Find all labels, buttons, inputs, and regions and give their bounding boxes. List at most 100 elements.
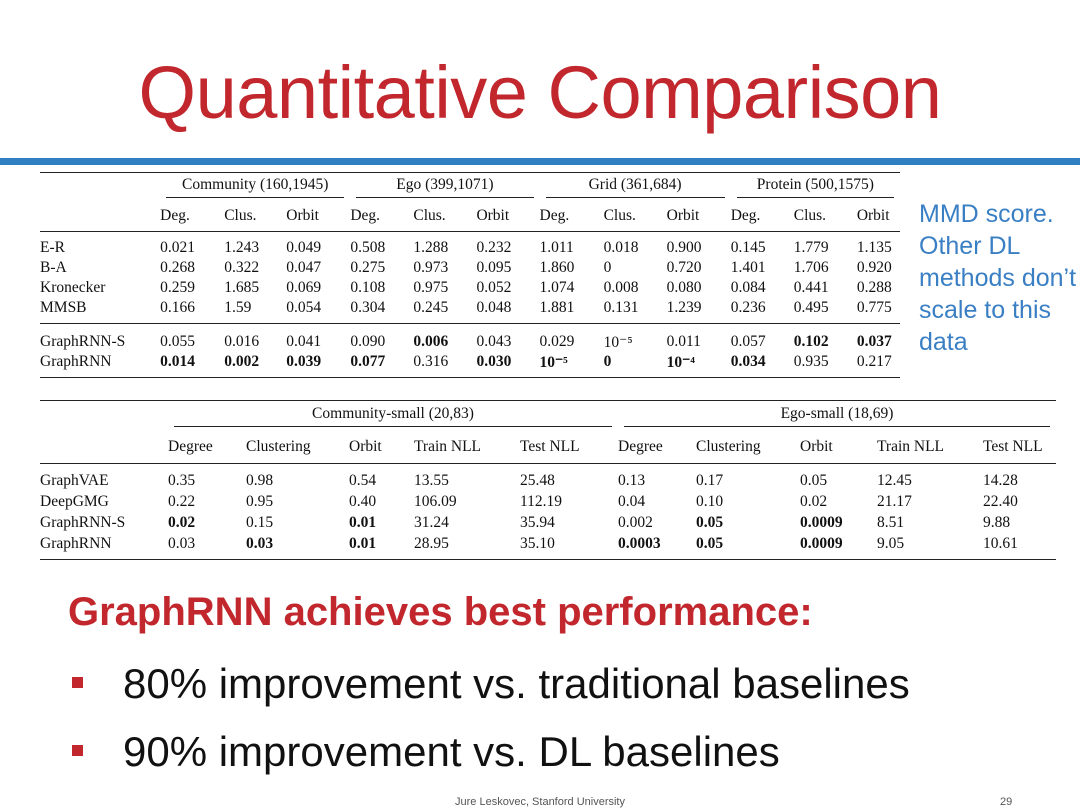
table-cell: 0.002	[224, 353, 260, 370]
table-cell: 0.034	[730, 353, 766, 370]
table2-subheader: Orbit	[349, 438, 382, 455]
table-cell: 0.0009	[800, 534, 843, 552]
table1-group-header: Community (160,1945)	[160, 173, 350, 202]
table-cell: 0.037	[856, 333, 892, 350]
table-cell: 10⁻⁴	[666, 353, 695, 371]
table-cell: 0.166	[160, 299, 195, 316]
table-cell: 0	[603, 353, 612, 370]
table-cell: 0.021	[160, 239, 195, 256]
table1-group-header: Grid (361,684)	[540, 173, 731, 202]
table2-group-header: Community-small (20,83)	[168, 401, 618, 432]
table-cell: 31.24	[414, 513, 449, 531]
table-row: GraphRNN 0.014 0.002 0.039 0.077 0.316 0.030 10…	[40, 352, 900, 378]
table-cell: 0.01	[349, 534, 377, 552]
table-cell: 0.232	[476, 239, 512, 256]
table-row: GraphRNN 0.03 0.03 0.01 28.95 35.10 0.0003 0.05…	[40, 533, 1056, 560]
table-cell: 0.720	[666, 259, 702, 276]
method-name: GraphRNN-S	[40, 333, 126, 350]
table-cell: 0.002	[618, 513, 653, 531]
table-cell: 10⁻⁵	[603, 333, 633, 351]
table-cell: 1.243	[224, 239, 260, 256]
table-cell: 0.02	[168, 513, 196, 531]
table-cell: 1.685	[224, 279, 260, 296]
table-cell: 14.28	[983, 471, 1018, 489]
table-cell: 1.074	[539, 279, 575, 296]
table-cell: 0.35	[168, 471, 196, 489]
table-cell: 0.05	[800, 471, 828, 489]
table-cell: 0.041	[286, 333, 322, 350]
bullet-text: 80% improvement vs. traditional baseline…	[123, 660, 910, 707]
table-cell: 0.090	[350, 333, 386, 350]
bullet-square-icon	[72, 745, 83, 757]
table-cell: 0.043	[476, 333, 512, 350]
table-cell: 0.268	[160, 259, 195, 276]
table2-subheader-corner	[40, 431, 168, 464]
table-cell: 13.55	[414, 471, 449, 489]
table1-group-header-row: Community (160,1945) Ego (399,1071) Grid…	[40, 173, 900, 202]
table1-subheader: Clus.	[413, 207, 446, 224]
graph-stats-table: Community (160,1945) Ego (399,1071) Grid…	[40, 172, 900, 378]
table-row: B-A 0.268 0.322 0.047 0.275 0.973 0.095 1.860 0 0…	[40, 258, 900, 278]
table-cell: 0.0009	[800, 513, 843, 531]
bullet-item: 80% improvement vs. traditional baseline…	[72, 660, 910, 708]
table-cell: 0.316	[413, 353, 449, 370]
table-cell: 12.45	[877, 471, 912, 489]
table-cell: 10.61	[983, 534, 1018, 552]
table-cell: 0.275	[350, 259, 386, 276]
table-cell: 0.077	[350, 353, 386, 370]
table-cell: 0.01	[349, 513, 377, 531]
method-name: E-R	[40, 239, 65, 256]
page-number: 29	[1000, 796, 1013, 808]
table-row: GraphRNN-S 0.02 0.15 0.01 31.24 35.94 0.002 0.0…	[40, 512, 1056, 533]
table2-subheader: Train NLL	[877, 438, 945, 455]
table-cell: 0	[603, 259, 612, 276]
table-cell: 21.17	[877, 492, 912, 510]
table-cell: 0.22	[168, 492, 196, 510]
table-cell: 0.080	[666, 279, 702, 296]
table1-subheader: Deg.	[730, 207, 761, 224]
table-row: GraphRNN-S 0.055 0.016 0.041 0.090 0.006 0.043…	[40, 324, 900, 353]
table-cell: 1.135	[856, 239, 892, 256]
table1-subheader: Deg.	[350, 207, 381, 224]
table1-subheader: Clus.	[793, 207, 827, 224]
table2-subheader-row: Degree Clustering Orbit Train NLL Test NLL De…	[40, 431, 1056, 464]
table-cell: 0.441	[793, 279, 829, 296]
table2-subheader: Clustering	[246, 438, 311, 455]
table-cell: 0.048	[476, 299, 512, 316]
table-cell: 0.0003	[618, 534, 661, 552]
table-cell: 8.51	[877, 513, 905, 531]
table-cell: 0.508	[350, 239, 386, 256]
table-cell: 0.069	[286, 279, 322, 296]
table-cell: 0.245	[413, 299, 449, 316]
table-cell: 0.322	[224, 259, 260, 276]
table2-subheader: Train NLL	[414, 438, 482, 455]
table-cell: 0.084	[730, 279, 766, 296]
slide-title: Quantitative Comparison	[138, 51, 942, 134]
table-cell: 0.98	[246, 471, 274, 489]
table-cell: 0.049	[286, 239, 322, 256]
method-name: GraphVAE	[40, 471, 109, 489]
table-cell: 1.59	[224, 299, 252, 316]
table-row: E-R 0.021 1.243 0.049 0.508 1.288 0.232 1.011 0.…	[40, 232, 900, 259]
table-cell: 35.10	[520, 534, 555, 552]
method-name: MMSB	[40, 299, 87, 316]
table-cell: 1.881	[539, 299, 575, 316]
table-cell: 0.108	[350, 279, 386, 296]
table-cell: 0.05	[696, 513, 724, 531]
bullet-item: 90% improvement vs. DL baselines	[72, 728, 780, 776]
table-cell: 1.779	[793, 239, 829, 256]
table-row: DeepGMG 0.22 0.95 0.40 106.09 112.19 0.04 0.10 0…	[40, 491, 1056, 512]
method-name: GraphRNN	[40, 353, 112, 370]
table-cell: 10⁻⁵	[539, 353, 568, 371]
table1-subheader: Deg.	[160, 207, 190, 224]
table-cell: 0.935	[793, 353, 829, 370]
table-cell: 0.259	[160, 279, 195, 296]
table-cell: 0.236	[730, 299, 766, 316]
table-cell: 0.047	[286, 259, 322, 276]
table-cell: 0.039	[286, 353, 322, 370]
table-cell: 0.05	[696, 534, 724, 552]
table-cell: 1.706	[793, 259, 829, 276]
table1-subheader-corner	[40, 201, 160, 232]
table-cell: 25.48	[520, 471, 555, 489]
table-cell: 0.17	[696, 471, 724, 489]
